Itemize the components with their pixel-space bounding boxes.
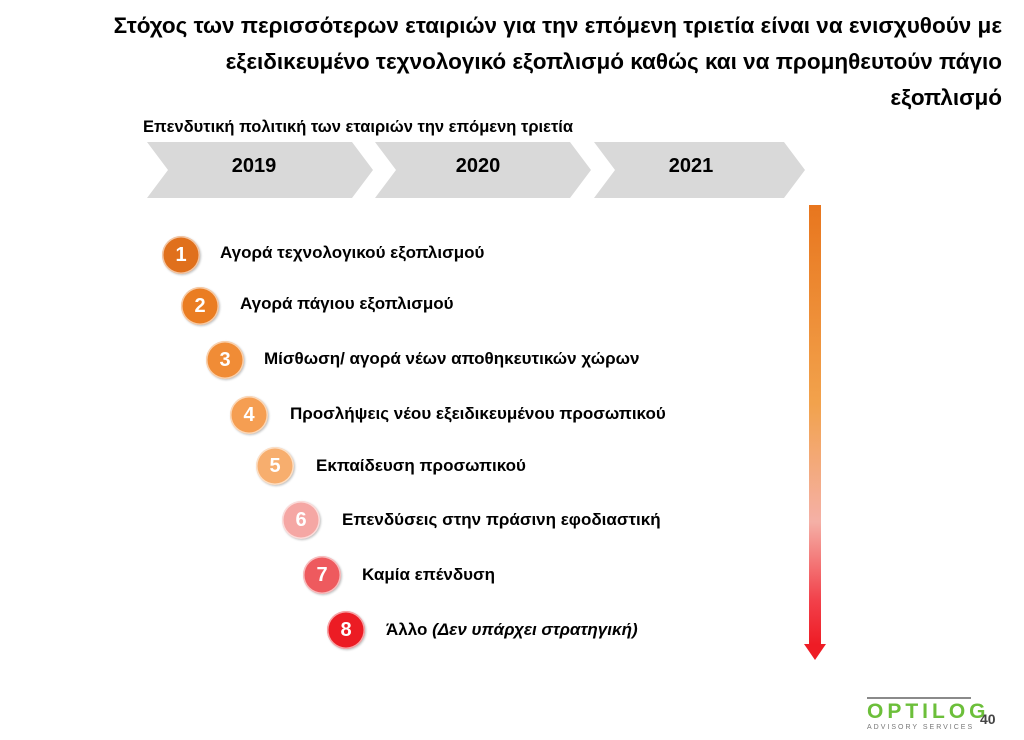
item-label-8-main: Άλλο — [386, 620, 428, 639]
item-label-1: Αγορά τεχνολογικού εξοπλισμού — [220, 243, 485, 262]
down-arrow-shaft — [809, 205, 821, 645]
chevron-2020 — [375, 142, 591, 198]
logo-rule — [867, 697, 971, 699]
item-label-4: Προσλήψεις νέου εξειδικευμένου προσωπικο… — [290, 404, 666, 423]
title-line-3: εξοπλισμό — [890, 85, 1002, 110]
item-number-2: 2 — [181, 287, 219, 325]
item-label-2: Αγορά πάγιου εξοπλισμού — [240, 294, 454, 313]
down-arrow-icon — [804, 644, 826, 660]
logo-tagline: ADVISORY SERVICES — [867, 724, 975, 731]
item-number-7: 7 — [303, 556, 341, 594]
year-2020: 2020 — [455, 155, 501, 177]
page-number: 40 — [980, 711, 996, 727]
item-number-6: 6 — [282, 501, 320, 539]
chart-subtitle: Επενδυτική πολιτική των εταιριών την επό… — [143, 118, 574, 136]
chevron-2021 — [594, 142, 805, 198]
item-number-5: 5 — [256, 447, 294, 485]
title-line-2: εξειδικευμένο τεχνολογικό εξοπλισμό καθώ… — [225, 49, 1002, 74]
item-label-8-italic: (Δεν υπάρχει στρατηγική) — [432, 620, 638, 639]
item-number-3: 3 — [206, 341, 244, 379]
item-label-3: Μίσθωση/ αγορά νέων αποθηκευτικών χώρων — [264, 349, 640, 368]
chevron-2019 — [147, 142, 373, 198]
year-2021: 2021 — [668, 155, 714, 177]
item-label-6: Επενδύσεις στην πράσινη εφοδιαστική — [342, 510, 661, 529]
logo-wordmark: OPTILOG — [867, 700, 990, 723]
page-title: Στόχος των περισσότερων εταιριών για την… — [0, 8, 1002, 116]
item-number-8: 8 — [327, 611, 365, 649]
item-label-8: Άλλο (Δεν υπάρχει στρατηγική) — [386, 620, 638, 640]
item-number-4: 4 — [230, 396, 268, 434]
item-label-7: Καμία επένδυση — [362, 565, 496, 584]
year-2019: 2019 — [231, 155, 277, 177]
title-line-1: Στόχος των περισσότερων εταιριών για την… — [113, 13, 1002, 38]
item-number-1: 1 — [162, 236, 200, 274]
optilog-logo: OPTILOG ADVISORY SERVICES — [867, 697, 990, 731]
item-label-5: Εκπαίδευση προσωπικού — [316, 456, 526, 475]
